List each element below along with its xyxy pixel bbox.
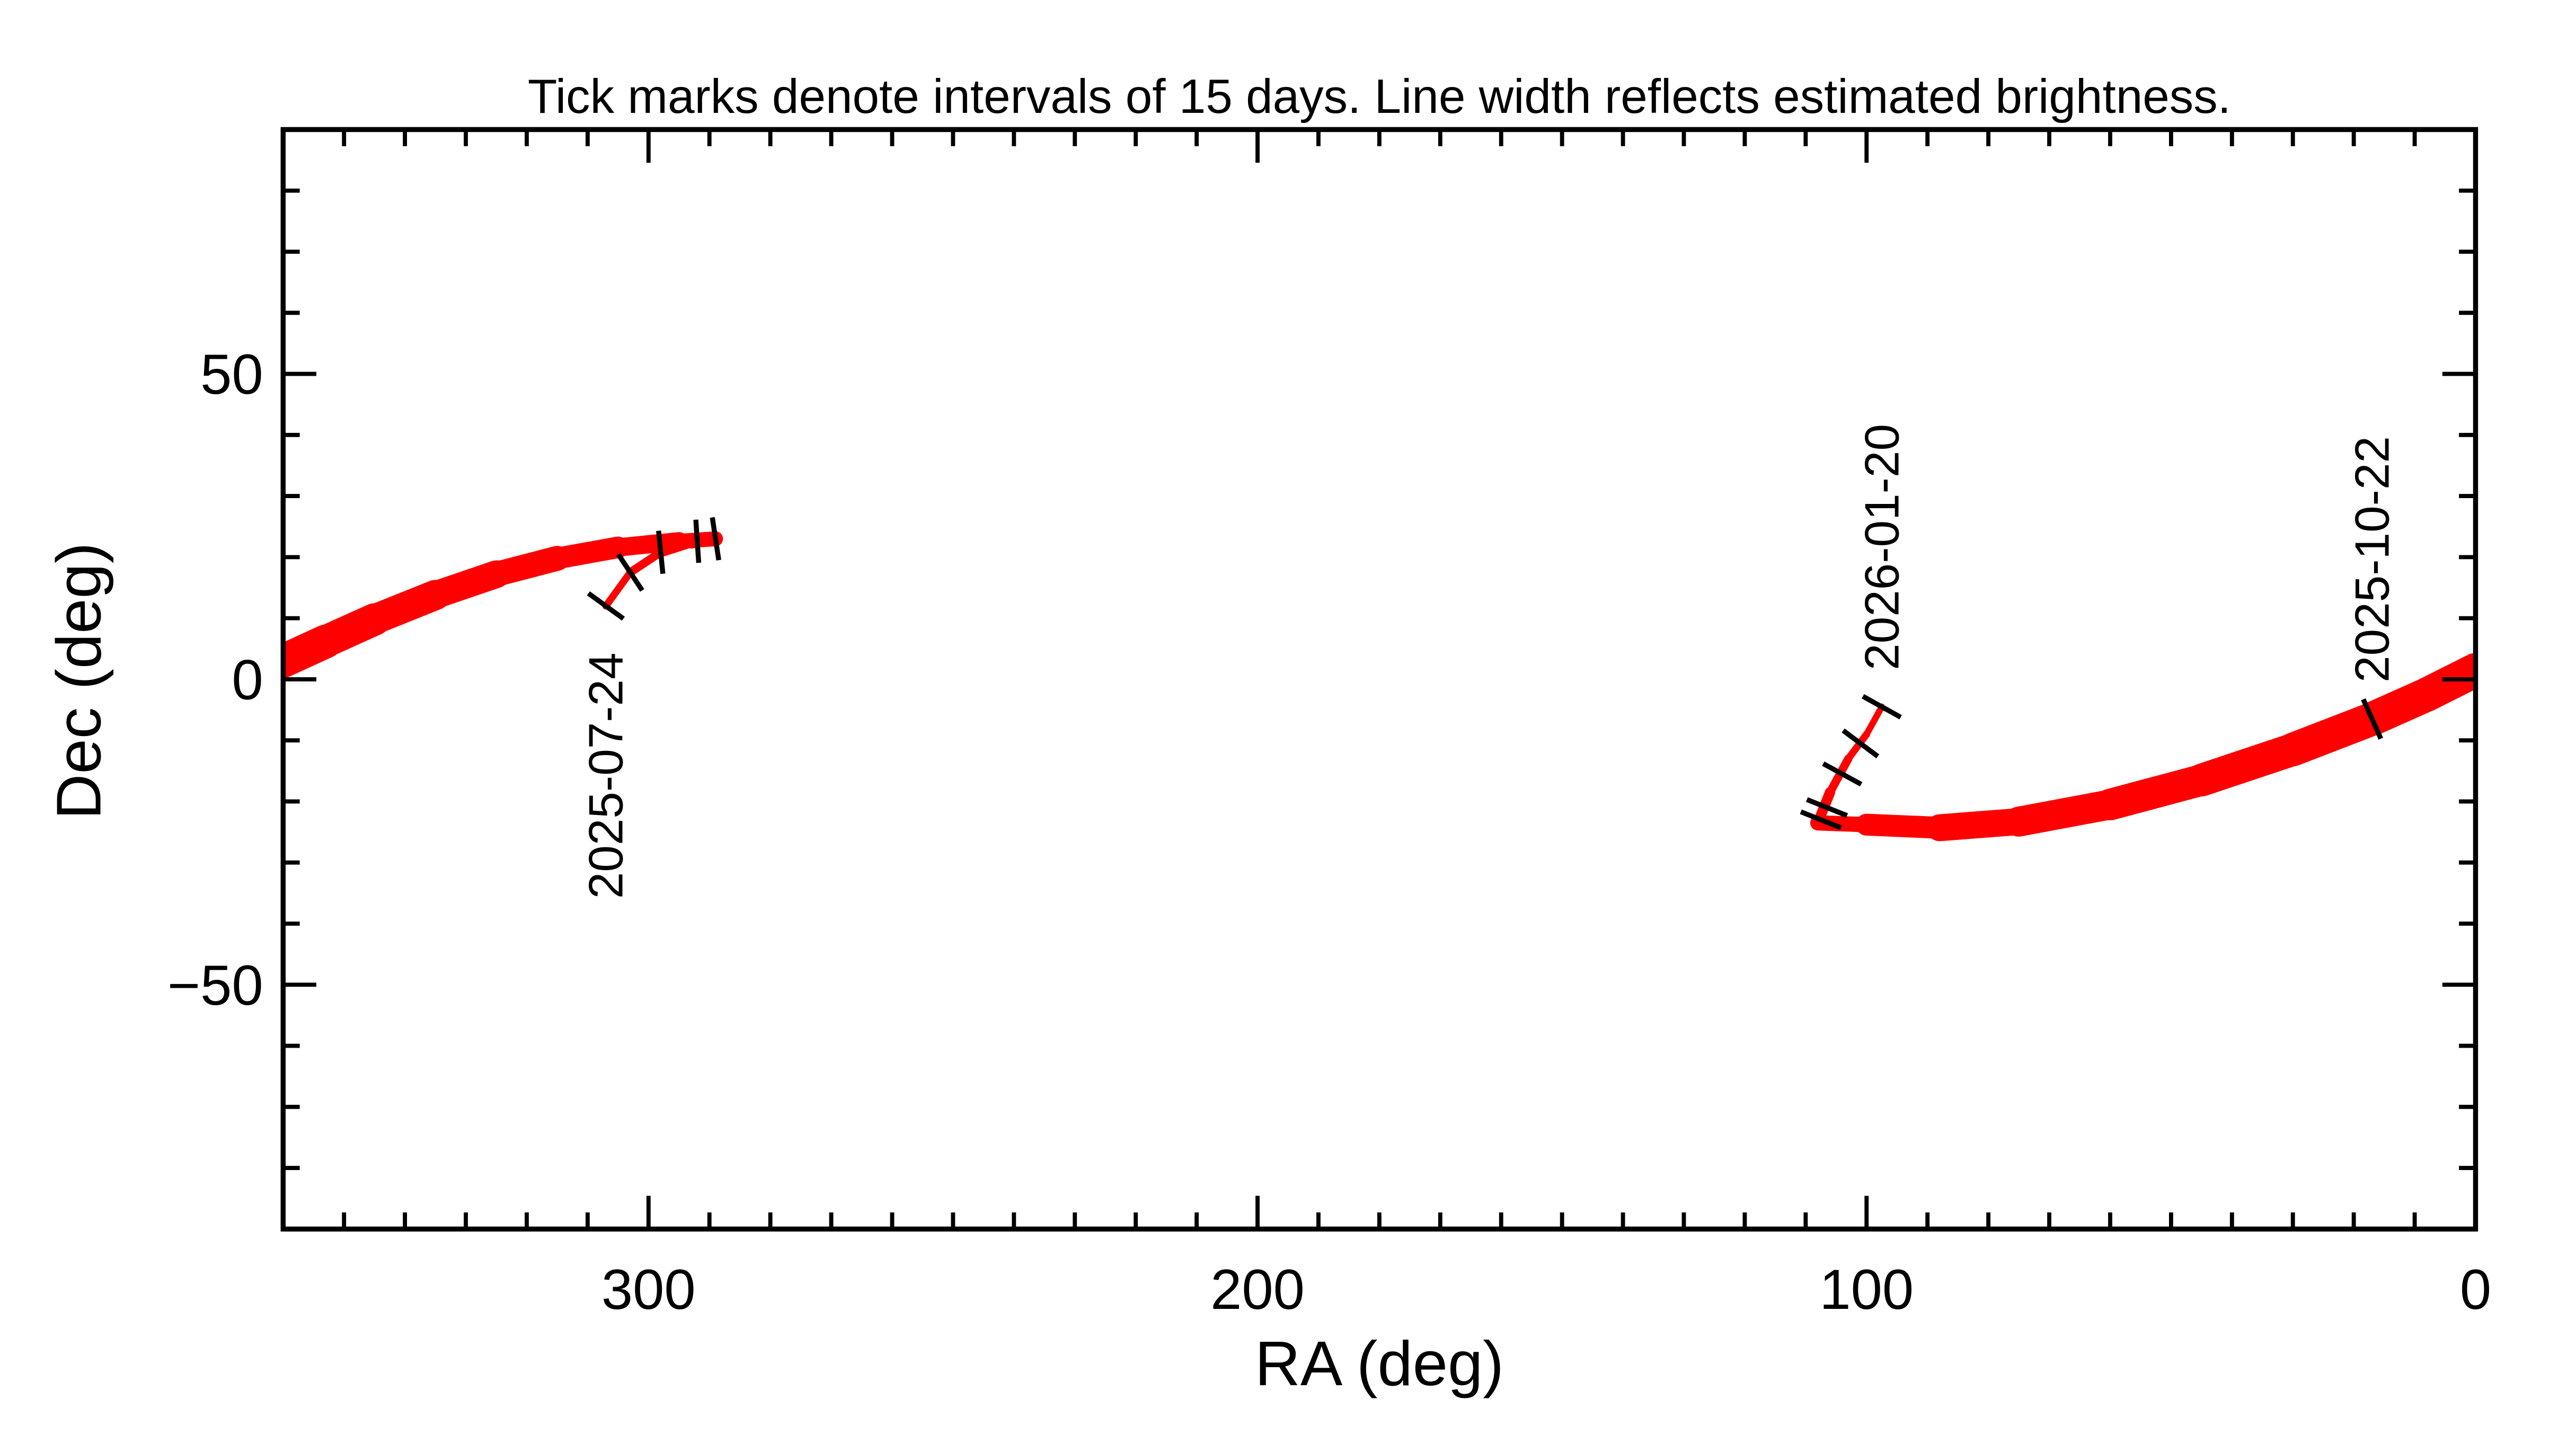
- date-tick-mark: [616, 553, 644, 592]
- date-tick-mark: [2361, 698, 2384, 740]
- y-axis-title: Dec (deg): [44, 543, 114, 820]
- x-tick-label: 200: [1210, 1258, 1305, 1321]
- date-tick-mark: [710, 517, 721, 561]
- y-tick-label: −50: [167, 954, 263, 1017]
- plot-area: 2025-07-24 2026-01-20 2025-10-22: [283, 424, 2476, 899]
- track-segment: [1863, 703, 1885, 738]
- date-tick-mark: [1800, 809, 1842, 830]
- y-tick-label: 50: [200, 343, 263, 406]
- series-group: [283, 517, 2476, 841]
- date-tick-mark: [1822, 761, 1863, 787]
- track-segment: [626, 548, 665, 577]
- axes: 300 200 100 0 50 0 −50: [167, 127, 2491, 1321]
- date-tick-mark: [693, 519, 702, 563]
- track-segment: [2094, 764, 2218, 820]
- chart-title: Tick marks denote intervals of 15 days. …: [528, 70, 2231, 123]
- date-label: 2025-10-22: [2345, 436, 2399, 683]
- date-label: 2026-01-20: [1855, 424, 1909, 670]
- date-tick-mark: [656, 530, 666, 574]
- track-segment: [283, 624, 343, 678]
- x-tick-label: 300: [601, 1258, 696, 1321]
- track-segment: [1845, 730, 1871, 763]
- date-tick-mark: [587, 591, 625, 621]
- date-tick-mark: [1842, 728, 1880, 759]
- x-tick-label: 100: [1819, 1258, 1914, 1321]
- track-segment: [1926, 808, 2032, 841]
- track-segment: [1855, 813, 1951, 839]
- date-tick-mark: [1805, 797, 1848, 818]
- track-segment: [2004, 790, 2126, 837]
- y-tick-label: 0: [232, 649, 263, 712]
- track-segment: [2185, 733, 2309, 796]
- track-segment: [602, 569, 634, 610]
- x-axis-title: RA (deg): [1255, 1328, 1504, 1399]
- x-tick-label: 0: [2460, 1258, 2491, 1321]
- date-label: 2025-07-24: [580, 652, 633, 899]
- track-segment: [1826, 754, 1853, 796]
- date-tick-mark: [1862, 694, 1902, 720]
